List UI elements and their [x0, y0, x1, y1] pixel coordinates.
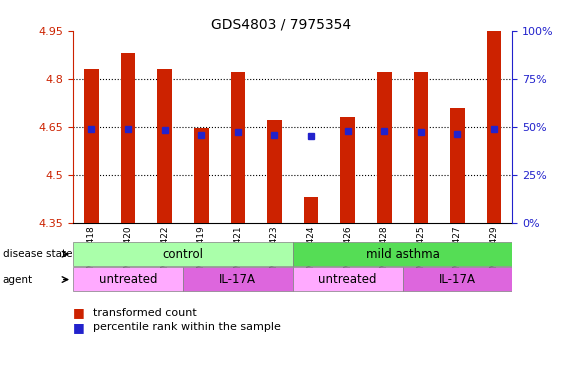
Text: untreated: untreated	[319, 273, 377, 286]
Bar	[377, 72, 392, 223]
Text: untreated: untreated	[99, 273, 157, 286]
Bar	[183, 267, 293, 291]
Bar	[84, 69, 99, 223]
Text: transformed count: transformed count	[93, 308, 196, 318]
Bar	[120, 53, 136, 223]
Bar	[194, 128, 208, 223]
Bar	[293, 242, 512, 266]
Bar	[304, 197, 319, 223]
Bar	[157, 69, 172, 223]
Bar	[73, 242, 293, 266]
Text: control: control	[163, 248, 203, 261]
Bar	[486, 31, 502, 223]
Bar	[413, 72, 428, 223]
Bar	[340, 117, 355, 223]
Bar	[403, 267, 512, 291]
Bar	[267, 120, 282, 223]
Text: GDS4803 / 7975354: GDS4803 / 7975354	[212, 17, 351, 31]
Bar	[293, 267, 403, 291]
Text: IL-17A: IL-17A	[220, 273, 256, 286]
Bar	[231, 72, 245, 223]
Text: ■: ■	[73, 306, 85, 319]
Bar	[73, 267, 183, 291]
Text: ■: ■	[73, 321, 85, 334]
Text: percentile rank within the sample: percentile rank within the sample	[93, 322, 281, 332]
Bar	[450, 108, 465, 223]
Text: disease state: disease state	[3, 249, 72, 259]
Text: mild asthma: mild asthma	[365, 248, 440, 261]
Text: agent: agent	[3, 275, 33, 285]
Text: IL-17A: IL-17A	[439, 273, 476, 286]
